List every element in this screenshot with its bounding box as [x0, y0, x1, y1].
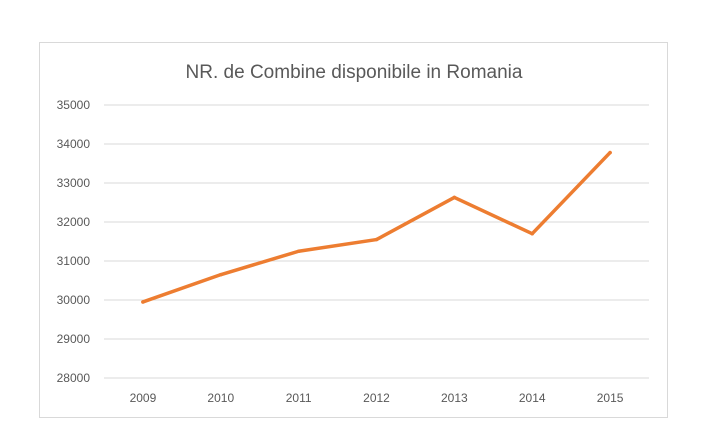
- x-tick-label: 2010: [207, 391, 234, 405]
- x-tick-label: 2011: [286, 391, 312, 405]
- gridlines: [104, 104, 649, 379]
- data-point: [141, 300, 145, 304]
- series-group: [141, 150, 612, 304]
- data-point: [452, 195, 457, 200]
- y-tick-label: 31000: [57, 254, 91, 268]
- series-line: [141, 150, 612, 304]
- data-point: [608, 150, 612, 155]
- x-tick-label: 2009: [130, 391, 157, 405]
- y-tick-label: 35000: [57, 98, 91, 112]
- data-point: [219, 272, 223, 277]
- chart-title: NR. de Combine disponibile in Romania: [186, 62, 523, 83]
- y-tick-label: 28000: [57, 371, 91, 385]
- x-tick-label: 2012: [363, 391, 390, 405]
- x-axis-ticks: 2009 2010 2011 2012 2013 2014 2015: [130, 391, 624, 405]
- x-tick-label: 2015: [597, 391, 624, 405]
- x-tick-label: 2014: [519, 391, 546, 405]
- data-point: [374, 237, 379, 242]
- y-tick-label: 29000: [57, 332, 91, 346]
- y-axis-ticks: 28000 29000 30000 31000 32000 33000 34000 35000: [57, 98, 91, 385]
- y-tick-label: 32000: [57, 215, 91, 229]
- y-tick-label: 34000: [57, 137, 91, 151]
- data-point: [530, 231, 534, 236]
- y-tick-label: 30000: [57, 293, 91, 307]
- data-point: [296, 249, 301, 253]
- y-tick-label: 33000: [57, 176, 91, 190]
- x-tick-label: 2013: [441, 391, 468, 405]
